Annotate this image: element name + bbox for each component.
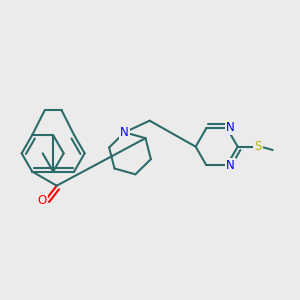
Text: S: S: [254, 140, 261, 153]
Text: O: O: [37, 194, 46, 207]
Text: N: N: [226, 121, 235, 134]
Text: N: N: [120, 126, 129, 139]
Text: N: N: [226, 159, 235, 172]
